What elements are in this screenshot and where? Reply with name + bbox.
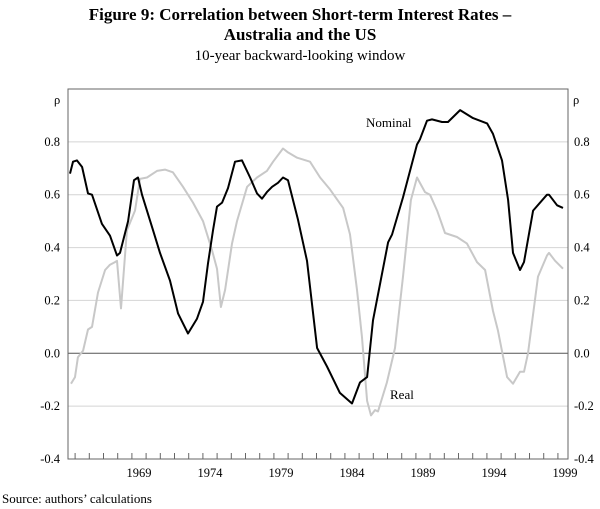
y-axis-label-left: ρ	[54, 93, 60, 107]
y-tick-label-right: 0.8	[574, 135, 590, 149]
y-tick-label-left: 0.4	[44, 241, 60, 255]
x-tick-label: 1974	[198, 466, 224, 480]
y-tick-label-left: 0.0	[44, 346, 60, 360]
chart-subtitle: 10-year backward-looking window	[195, 48, 406, 64]
y-axis-label-right: ρ	[573, 93, 579, 107]
x-tick-label: 1979	[269, 466, 294, 480]
y-tick-label-left: 0.6	[44, 188, 60, 202]
y-tick-label-left: -0.2	[40, 399, 60, 413]
y-tick-label-right: 0.2	[574, 293, 590, 307]
series-label-nominal: Nominal	[366, 115, 412, 130]
plot-frame	[67, 88, 569, 460]
gridlines	[68, 141, 568, 407]
chart-title-line-1: Figure 9: Correlation between Short-term…	[89, 5, 512, 24]
x-axis-ticks: 1969 1974 1979 1984 1989 1994 1999	[74, 453, 578, 480]
y-tick-label-left: 0.8	[44, 135, 60, 149]
x-tick-label: 1994	[482, 466, 508, 480]
y-tick-label-right: 0.4	[574, 241, 590, 255]
x-tick-label: 1969	[127, 466, 152, 480]
y-axis-tick-labels: -0.4 -0.4 -0.2 -0.2 0.0 0.0 0.2 0.2 0.4 0.4 0.6 0.6…	[40, 135, 594, 466]
series-label-real: Real	[390, 387, 414, 402]
series-line-real	[70, 147, 564, 417]
x-tick-label: 1989	[411, 466, 436, 480]
source-note: Source: authors’ calculations	[2, 491, 152, 506]
series-line-nominal	[69, 109, 564, 405]
y-tick-label-right: 0.6	[574, 188, 590, 202]
x-tick-label: 1999	[553, 466, 578, 480]
y-tick-label-right: 0.0	[574, 346, 590, 360]
y-tick-label-left: -0.4	[40, 452, 61, 466]
x-tick-label: 1984	[340, 466, 366, 480]
chart-title-line-2: Australia and the US	[224, 25, 377, 44]
y-tick-label-right: -0.4	[574, 452, 595, 466]
y-tick-label-right: -0.2	[574, 399, 594, 413]
series-lines	[69, 109, 564, 417]
y-tick-label-left: 0.2	[44, 293, 60, 307]
